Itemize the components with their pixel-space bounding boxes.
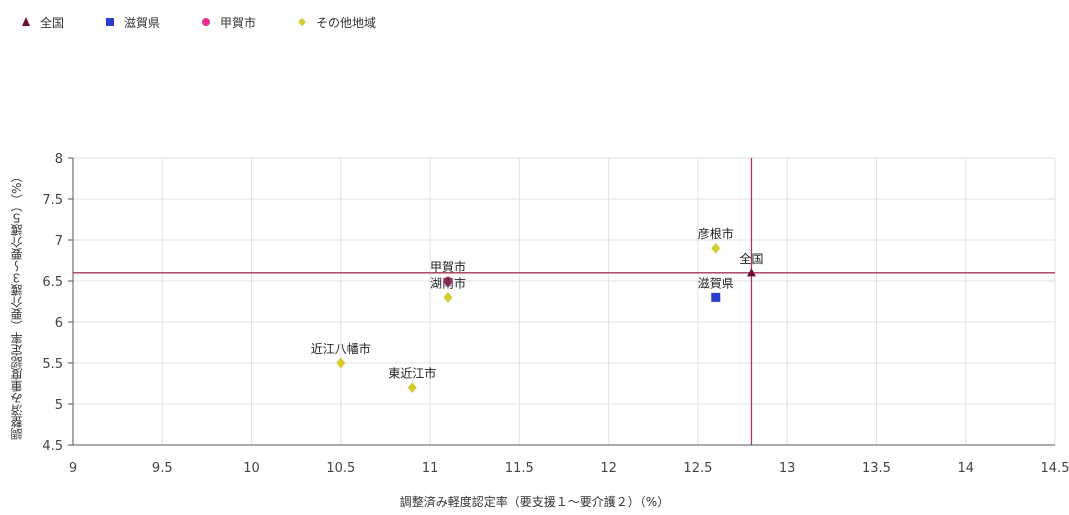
data-label: 甲賀市 [430,259,466,274]
chart-legend: 全国 滋賀県 甲賀市 その他地域 [20,10,416,34]
y-tick-label: 6 [55,316,63,331]
x-tick-label: 9 [69,461,77,476]
legend-item[interactable]: 滋賀県 [104,14,160,31]
y-axis-title: 調整済み重度認定率（要介護３～要介護５）（%） [10,170,24,440]
x-tick-label: 12.5 [683,461,712,476]
data-point [711,292,721,302]
x-tick-label: 14 [957,461,974,476]
data-point [443,276,453,286]
x-tick-label: 14.5 [1041,461,1069,476]
legend-item[interactable]: その他地域 [296,14,376,31]
data-point [407,382,417,394]
data-label: 全国 [739,251,763,266]
y-tick-label: 7.5 [42,193,63,208]
circle-marker-icon [202,18,211,26]
square-marker-icon [106,18,115,26]
x-tick-label: 10.5 [326,461,355,476]
y-tick-label: 5 [55,398,63,413]
x-tick-label: 11 [422,461,439,476]
legend-item[interactable]: 甲賀市 [200,14,256,31]
y-tick-label: 8 [55,152,63,167]
x-axis-title: 調整済み軽度認定率（要支援１～要介護２）（%） [399,495,670,509]
diamond-marker-icon [298,18,307,26]
x-tick-label: 10 [243,461,260,476]
data-label: 東近江市 [388,366,436,381]
legend-label: 滋賀県 [124,15,161,30]
data-label: 彦根市 [698,226,734,241]
x-tick-label: 11.5 [505,461,534,476]
data-point [336,357,346,369]
data-point [443,291,453,303]
data-label: 近江八幡市 [311,341,371,356]
y-tick-label: 7 [55,234,63,249]
y-tick-label: 5.5 [42,357,63,372]
y-tick-label: 6.5 [42,275,63,290]
triangle-marker-icon [22,17,30,26]
legend-item[interactable]: 全国 [20,14,64,31]
data-label: 湖南市 [430,275,466,290]
x-tick-label: 12 [600,461,617,476]
y-tick-label: 4.5 [42,439,63,454]
x-tick-label: 13.5 [862,461,891,476]
data-point [711,242,721,254]
x-tick-label: 13 [779,461,796,476]
data-label: 滋賀県 [698,276,734,290]
legend-label: その他地域 [316,15,377,30]
x-tick-label: 9.5 [152,461,173,476]
legend-label: 全国 [40,15,65,30]
legend-label: 甲賀市 [220,15,257,30]
data-point [746,268,756,277]
